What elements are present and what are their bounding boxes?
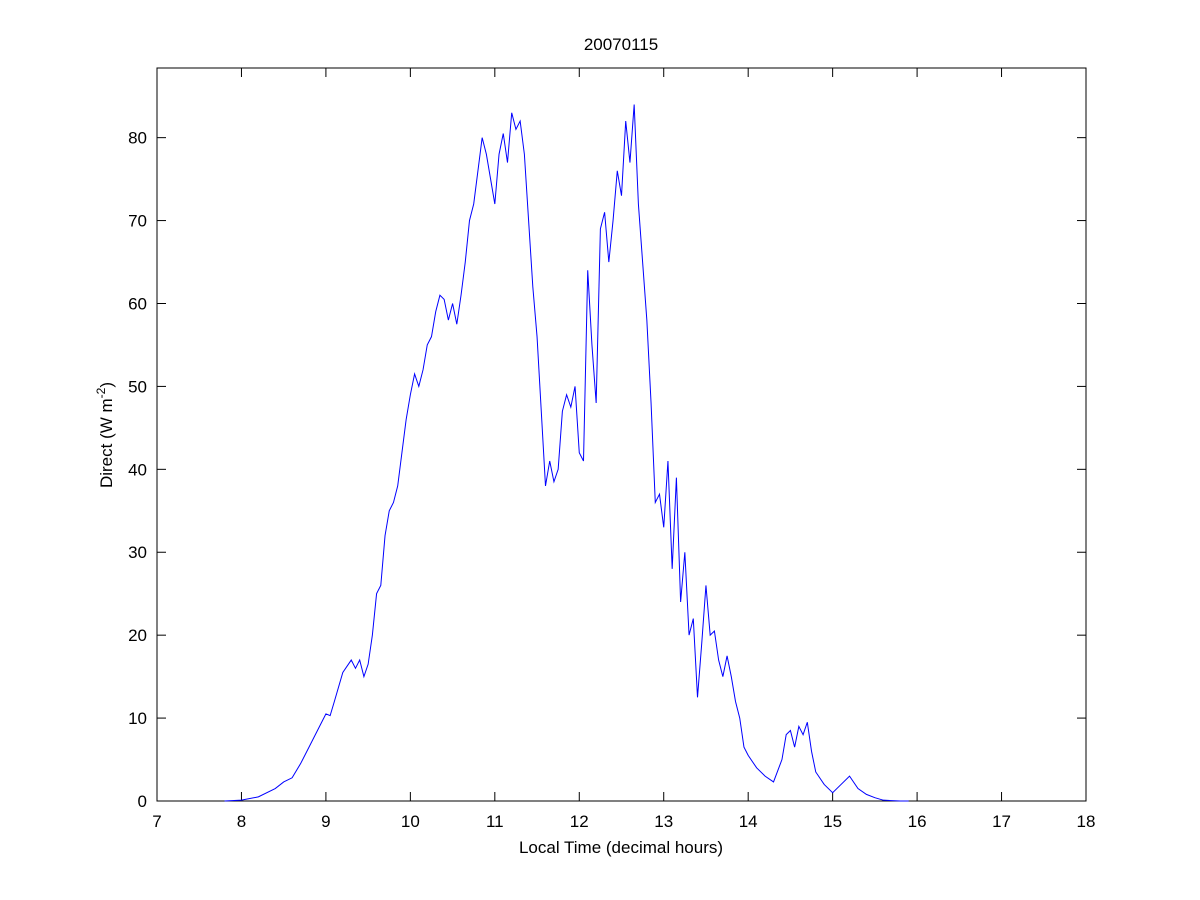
x-tick-label: 16 [908, 812, 927, 831]
x-tick-label: 14 [739, 812, 758, 831]
y-tick-label: 40 [128, 460, 147, 479]
x-axis-label: Local Time (decimal hours) [519, 838, 723, 857]
y-axis-label: Direct (W m-2) [94, 382, 116, 488]
plot-frame [156, 67, 1087, 802]
chart-title: 20070115 [584, 35, 658, 54]
x-tick-label: 18 [1077, 812, 1096, 831]
x-tick-label: 8 [237, 812, 246, 831]
data-line [224, 104, 909, 802]
x-tick-label: 7 [152, 812, 161, 831]
x-tick-label: 9 [321, 812, 330, 831]
y-label-sup: -2 [94, 387, 108, 398]
x-tick-label: 13 [654, 812, 673, 831]
y-tick-label: 0 [138, 792, 147, 811]
x-tick-label: 11 [486, 812, 504, 831]
y-tick-label: 60 [128, 294, 147, 313]
y-tick-label: 70 [128, 212, 147, 231]
y-tick-label: 80 [128, 129, 147, 148]
y-label-text: Direct (W m [97, 398, 116, 488]
y-tick-label: 10 [128, 709, 147, 728]
x-tick-label: 17 [992, 812, 1011, 831]
x-tick-label: 10 [401, 812, 420, 831]
x-tick-label: 15 [823, 812, 842, 831]
y-tick-label: 50 [128, 377, 147, 396]
y-tick-label: 30 [128, 543, 147, 562]
y-label-suffix: ) [97, 382, 116, 388]
x-tick-label: 12 [570, 812, 589, 831]
y-tick-label: 20 [128, 626, 147, 645]
